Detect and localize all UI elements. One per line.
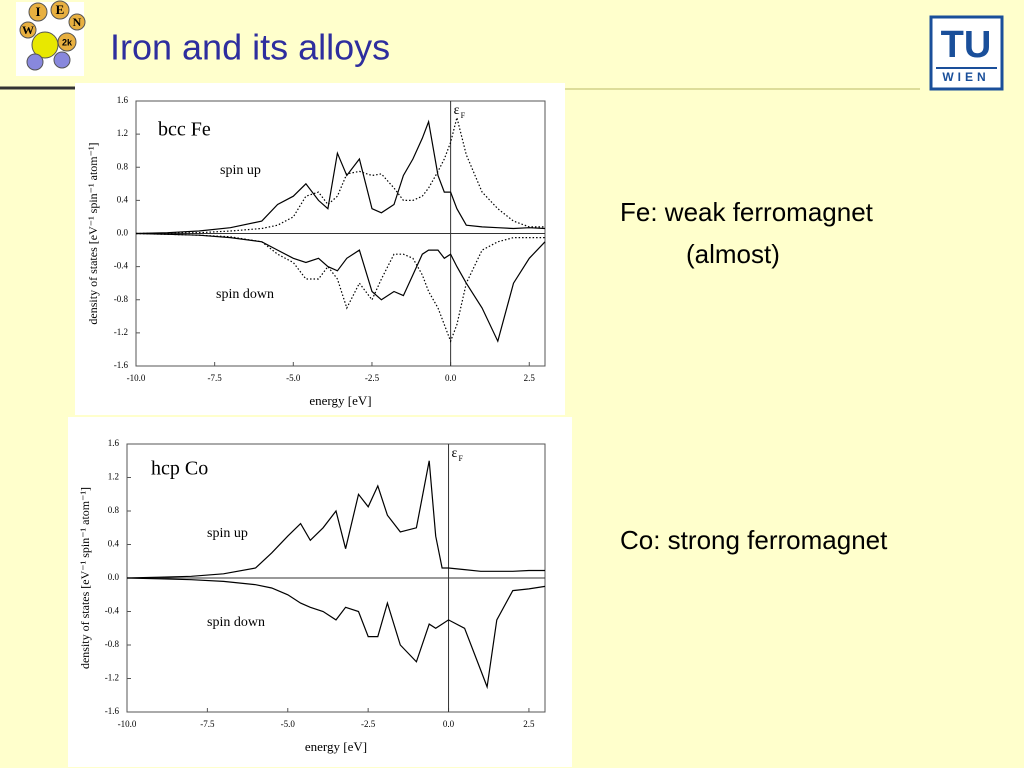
logo-letter: W — [22, 23, 34, 37]
chart-label: bcc Fe — [158, 119, 211, 141]
logo-letter: 2k — [62, 37, 73, 47]
x-tick-label: -7.5 — [200, 719, 215, 729]
fermi-subscript: F — [459, 454, 464, 463]
logo-letter: E — [56, 2, 65, 17]
y-tick-label: -0.8 — [105, 639, 120, 649]
y-tick-label: -0.4 — [105, 606, 120, 616]
dos-line — [135, 117, 545, 235]
x-tick-label: -2.5 — [365, 373, 380, 383]
y-tick-label: 0.0 — [108, 572, 120, 582]
logo-left: I E N W 2k — [16, 0, 86, 76]
x-tick-label: -10.0 — [127, 373, 146, 383]
x-tick-label: -10.0 — [118, 719, 137, 729]
x-axis-label: energy [eV] — [305, 739, 367, 754]
y-tick-label: 0.8 — [108, 505, 120, 515]
y-tick-label: 0.8 — [117, 161, 129, 171]
annotation: spin up — [220, 163, 261, 178]
dos-line — [135, 232, 545, 343]
logo-atom — [57, 32, 77, 52]
y-tick-label: 1.2 — [117, 128, 128, 138]
dos-line — [135, 119, 546, 235]
y-tick-label: -1.2 — [114, 327, 128, 337]
y-axis-label: density of states [eV⁻¹ spin⁻¹ atom⁻¹] — [78, 487, 92, 669]
logo-atom — [26, 53, 44, 71]
dos-line — [135, 232, 546, 343]
y-tick-label: -1.6 — [114, 360, 129, 370]
logo-tu: TU — [941, 24, 992, 66]
logo-atom — [53, 51, 71, 69]
logo-atom — [28, 2, 48, 22]
annotation: spin down — [216, 287, 274, 302]
y-tick-label: 1.6 — [108, 438, 120, 448]
bullet-text: Co: strong ferromagnet — [620, 525, 888, 555]
chart-panel — [68, 417, 572, 767]
logo-frame — [929, 15, 1004, 91]
logo-atom — [19, 21, 37, 39]
annotation: spin up — [207, 526, 248, 541]
chart-label: hcp Co — [151, 458, 208, 480]
y-axis-label: density of states [eV⁻¹ spin⁻¹ atom⁻¹] — [86, 142, 100, 324]
dos-line — [126, 460, 545, 579]
x-tick-label: 0.0 — [445, 373, 457, 383]
bullet-text: (almost) — [686, 239, 780, 269]
logo-atom — [68, 13, 86, 31]
y-tick-label: 1.2 — [108, 472, 119, 482]
chart-panel — [75, 83, 565, 415]
logo-right: TU WIEN — [929, 15, 1004, 91]
logo-letter: I — [35, 4, 40, 19]
x-tick-label: -5.0 — [286, 373, 301, 383]
logo-letter: N — [73, 15, 82, 29]
y-tick-label: -1.2 — [105, 673, 119, 683]
logo-wien: WIEN — [942, 70, 989, 84]
x-tick-label: 2.5 — [524, 373, 536, 383]
slide-title: Iron and its alloys — [110, 27, 390, 68]
y-tick-label: 0.4 — [117, 194, 129, 204]
dos-line — [126, 577, 546, 690]
x-axis-label: energy [eV] — [309, 393, 371, 408]
annotation: spin down — [207, 615, 265, 630]
y-tick-label: -1.6 — [105, 706, 120, 716]
x-tick-label: 2.5 — [523, 719, 535, 729]
fermi-label: ε — [454, 103, 460, 118]
y-tick-label: 0.4 — [108, 539, 120, 549]
y-tick-label: 0.0 — [117, 228, 129, 238]
x-tick-label: -2.5 — [361, 719, 376, 729]
bullet-text: Fe: weak ferromagnet — [620, 197, 874, 227]
y-tick-label: 1.6 — [117, 95, 129, 105]
x-tick-label: -7.5 — [208, 373, 223, 383]
logo-atom — [50, 0, 70, 20]
fermi-label: ε — [452, 446, 458, 461]
y-tick-label: -0.8 — [114, 294, 129, 304]
x-tick-label: -5.0 — [281, 719, 296, 729]
fermi-subscript: F — [461, 111, 466, 120]
y-tick-label: -0.4 — [114, 261, 129, 271]
x-tick-label: 0.0 — [443, 719, 455, 729]
